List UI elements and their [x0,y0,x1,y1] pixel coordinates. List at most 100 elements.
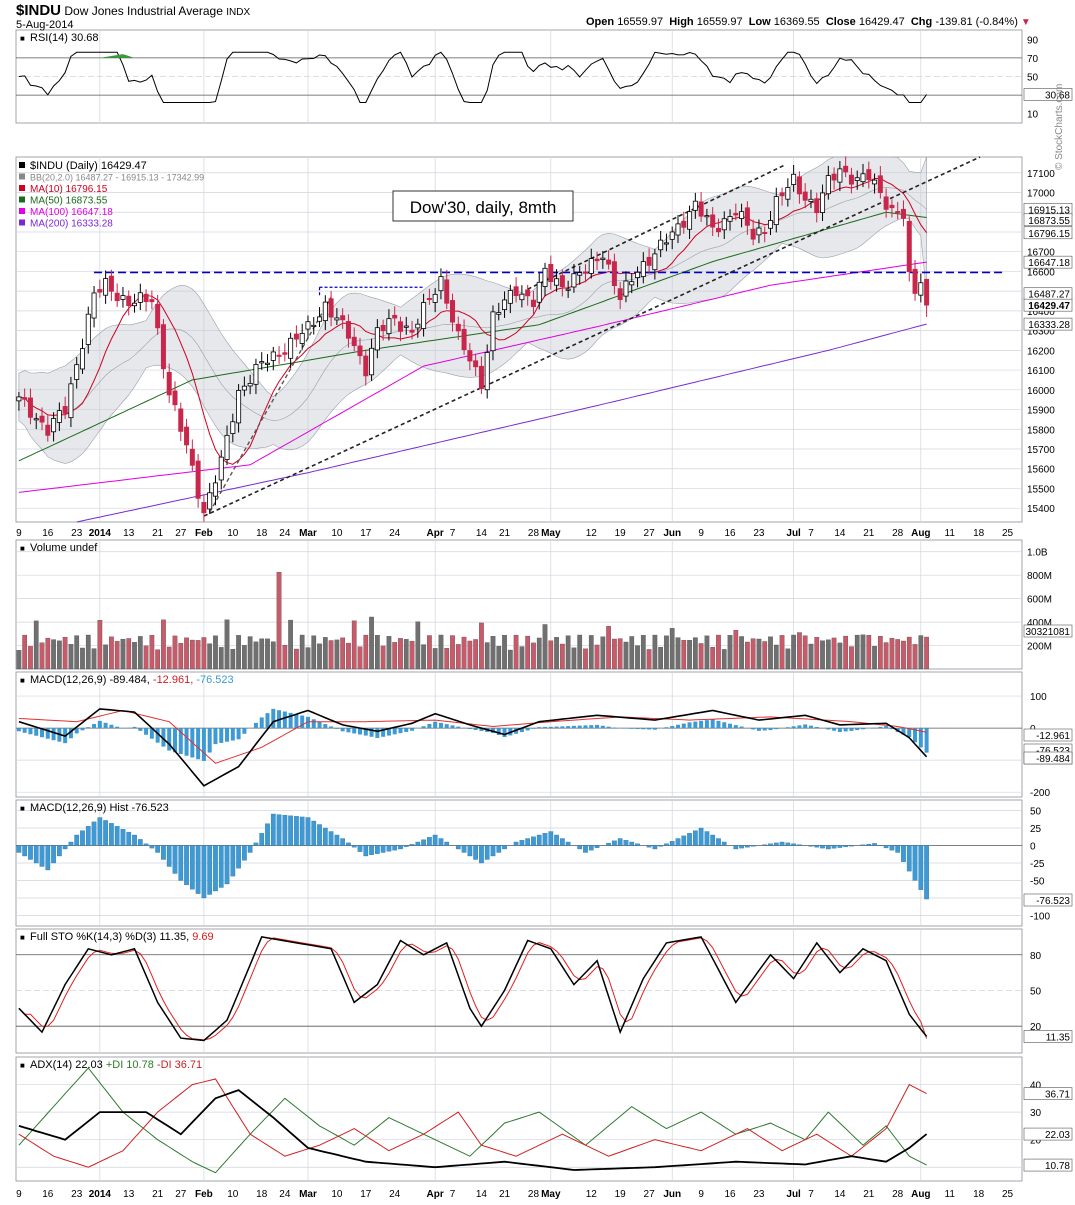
hist-bar [647,846,651,848]
macd-hist-bar [451,725,455,728]
hist-bar [751,846,755,847]
price-legend-ma50: MA(50) 16873.55 [30,196,108,207]
candle-down [127,296,131,305]
candle-down [427,298,431,299]
volume-bar [184,638,188,669]
candle-up [375,328,379,350]
volume-bar [294,649,298,669]
hist-bar [236,846,240,869]
volume-bar [572,648,576,669]
legend-swatch [19,208,25,214]
volume-bar [514,635,518,669]
volume-bar [491,636,495,669]
x-axis-label-bottom: 9 [16,1189,22,1200]
hist-bar [739,846,743,849]
x-axis-label-bottom: May [541,1189,561,1200]
volume-bar [601,637,605,669]
hist-bar [676,839,680,846]
x-axis-label-bottom: 24 [279,1189,291,1200]
sto-legend-name: Full STO %K(14,3) %D(3) 11.35, [30,931,189,943]
volume-bar [745,642,749,669]
macd-hist-bar [503,728,507,737]
volume-bar [578,635,582,669]
candle-up [768,221,772,229]
volume-bar [57,641,61,669]
macd-hist-bar [109,725,113,728]
candle-up [578,273,582,275]
candle-down [202,502,206,512]
candle-up [722,219,726,230]
hist-bar [485,846,489,860]
volume-bar [826,640,830,669]
candle-up [774,197,778,225]
volume-bar [202,637,206,669]
volume-bar [22,635,26,669]
volume-bar [549,641,553,669]
hist-bar [63,846,67,850]
candle-up [416,324,420,328]
x-axis-label-bottom: 9 [698,1189,704,1200]
macd-hist-bar [104,723,108,728]
x-axis-label: 24 [279,528,291,539]
x-axis-label: 9 [698,528,704,539]
candle-down [173,391,177,405]
candle-down [514,287,518,296]
hist-bar [207,846,211,895]
rsi-legend-swatch: ■ [20,34,25,43]
candle-down [531,300,535,306]
volume-bar [722,649,726,669]
hist-bar [797,845,801,846]
x-axis-label: Aug [911,528,930,539]
hist-bar [34,846,38,864]
candle-down [144,294,148,301]
macd-hist-bar [352,728,356,733]
x-axis-label-bottom: 27 [644,1189,656,1200]
hist-bar [150,846,154,849]
candle-up [34,419,38,420]
volume-bar [497,646,501,669]
hist-bar [525,839,529,846]
volume-bar [502,635,506,669]
hist-bar [468,846,472,857]
volume-bar [554,637,558,669]
candle-up [491,312,495,351]
adx-legend: ADX(14) 22.03 +DI 10.78 -DI 36.71 [30,1059,202,1071]
hist-bar [392,846,396,851]
macd-legend-signal: -12.961, [150,674,193,686]
candle-up [138,293,142,303]
volume-bar [884,643,888,669]
hist-bar [462,846,466,853]
macd-hist-bar [266,713,270,728]
high-value: 16559.97 [697,16,743,28]
volume-bar [277,572,281,669]
macd-hist-bar [555,727,559,729]
candle-down [184,427,188,445]
volume-bar [531,643,535,669]
x-axis-label-bottom: 2014 [89,1189,112,1200]
volume-bar [468,641,472,669]
hist-bar [560,839,564,846]
x-axis-label-bottom: Apr [427,1189,444,1200]
hist-bar [410,844,414,845]
hist-bar [832,846,836,849]
hist-bar [809,846,813,847]
x-axis-label-bottom: 10 [227,1189,239,1200]
price-tick-label: 15400 [1027,504,1055,515]
volume-bar [75,636,79,669]
x-axis-label: 17 [360,528,372,539]
volume-tick-label: 200M [1027,642,1052,653]
candle-down [445,280,449,303]
x-axis-label: Jul [786,528,801,539]
volume-bar [647,649,651,669]
macd-hist-bar [335,728,339,729]
hist-bar [387,846,391,852]
hist-bar [520,840,524,845]
close-label: Close [826,16,856,28]
price-tick-label: 16200 [1027,346,1055,357]
macd-hist-bar [797,725,801,728]
macd-hist-bar [884,726,888,728]
candle-up [231,422,235,434]
volume-bar [606,626,610,669]
volume-bar [213,636,217,669]
candle-down [583,272,587,273]
